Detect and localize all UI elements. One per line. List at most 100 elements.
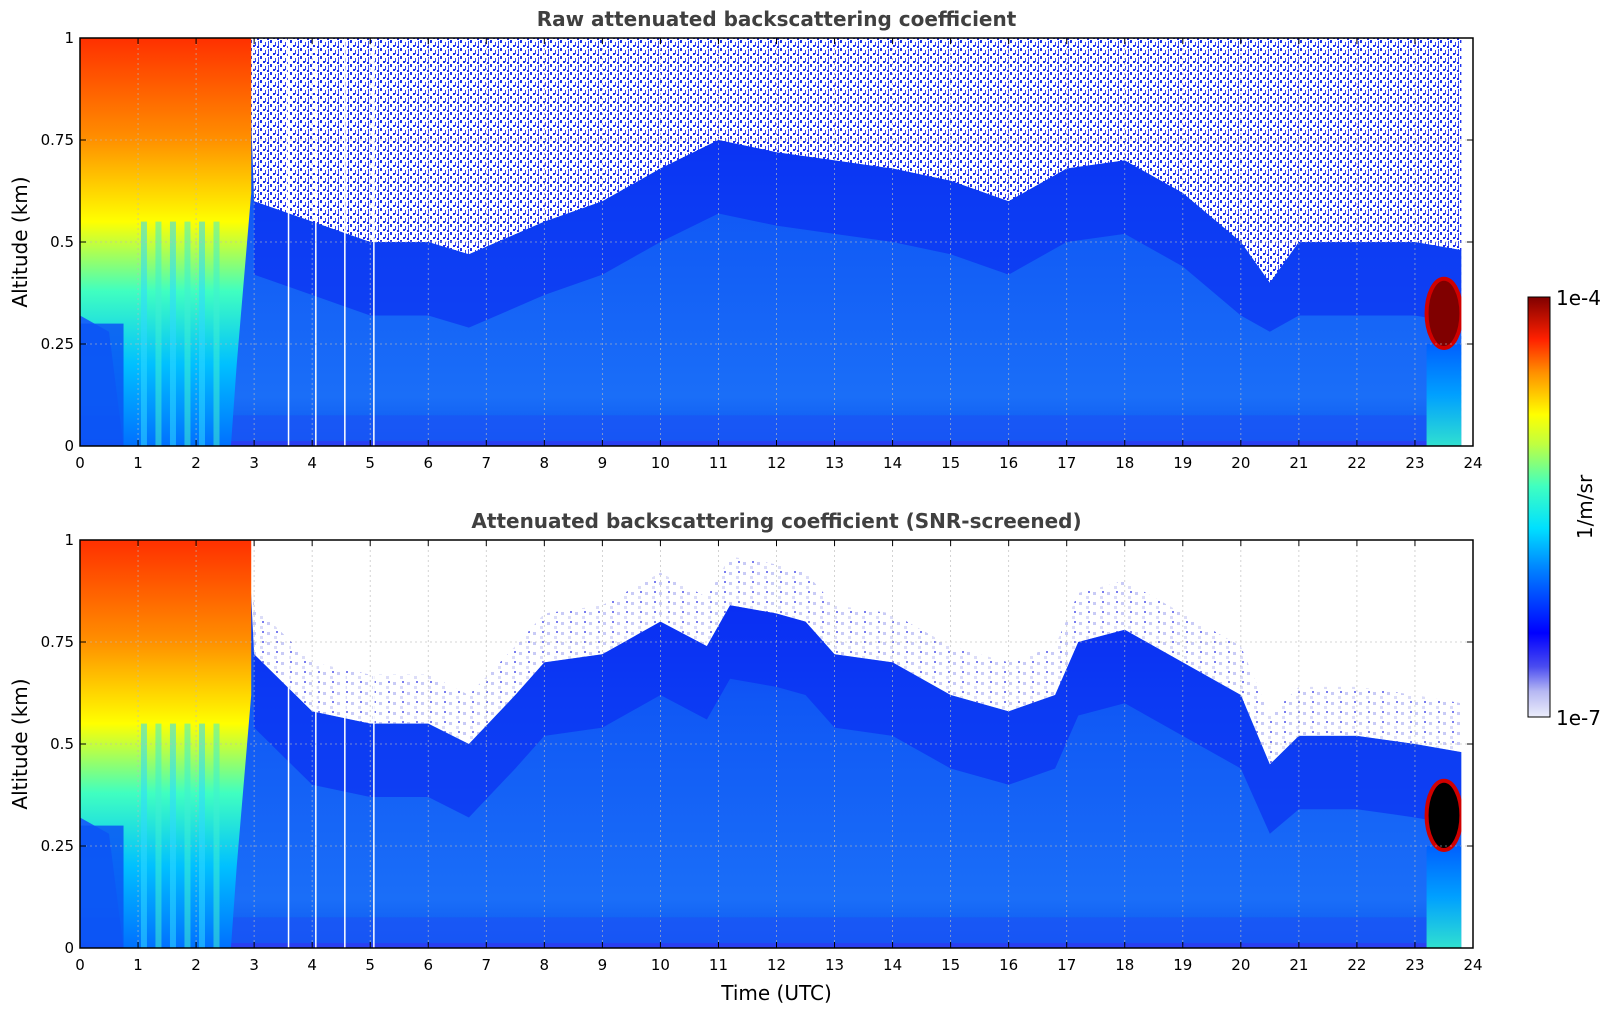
x-tick-label: 24 <box>1463 454 1482 472</box>
grid <box>80 38 1473 446</box>
x-tick-label: 10 <box>651 956 670 974</box>
y-axis-label: Altitude (km) <box>8 176 32 307</box>
missing-profile <box>373 540 375 948</box>
x-tick-label: 6 <box>423 454 433 472</box>
x-tick-label: 23 <box>1405 454 1424 472</box>
x-tick-label: 15 <box>941 454 960 472</box>
panel-screened: 0 1 2 3 4 5 6 7 8 9 10 11 12 13 14 15 16 17 18 19 20 21 22 23 24… <box>8 509 1483 1005</box>
x-tick-label: 11 <box>709 454 728 472</box>
rain-streak <box>140 221 147 446</box>
x-tick-label: 20 <box>1231 454 1250 472</box>
x-tick-label: 22 <box>1347 454 1366 472</box>
missing-profile <box>373 38 375 446</box>
y-tick-label: 1 <box>64 29 74 47</box>
x-tick-label: 13 <box>825 956 844 974</box>
x-tick-label: 0 <box>75 454 85 472</box>
rain-streak <box>184 723 191 948</box>
surface-band <box>80 917 1462 948</box>
surface-line <box>80 441 1462 446</box>
x-tick-label: 21 <box>1289 956 1308 974</box>
x-tick-label: 15 <box>941 956 960 974</box>
x-tick-label: 2 <box>191 454 201 472</box>
rain-streak <box>213 221 220 446</box>
x-tick-label: 4 <box>307 956 317 974</box>
dense-cloud-layer <box>1424 778 1464 853</box>
grid <box>80 540 1473 948</box>
rain-low-zone <box>80 825 124 948</box>
rain-streak <box>155 221 162 446</box>
rain-streak <box>198 221 205 446</box>
layer-top-band <box>254 140 1462 332</box>
layer-top-band <box>254 605 1462 834</box>
rain-streak <box>184 221 191 446</box>
x-tick-label: 18 <box>1115 454 1134 472</box>
dense-cloud-layer <box>1424 276 1464 350</box>
x-tick-label: 20 <box>1231 956 1250 974</box>
missing-profile <box>344 540 346 948</box>
rain-streak <box>155 723 162 948</box>
x-tick-label: 8 <box>540 956 550 974</box>
missing-profile <box>287 540 290 948</box>
x-tick-label: 16 <box>999 454 1018 472</box>
surface-line <box>80 943 1462 948</box>
x-tick-label: 0 <box>75 956 85 974</box>
x-tick-label: 16 <box>999 956 1018 974</box>
x-tick-label: 17 <box>1057 956 1076 974</box>
x-tick-label: 14 <box>883 956 902 974</box>
below-cloud-zone <box>1426 846 1462 948</box>
missing-profile <box>344 38 346 446</box>
y-tick-label: 0 <box>64 437 74 455</box>
x-tick-label: 6 <box>423 956 433 974</box>
x-tick-label: 18 <box>1115 956 1134 974</box>
rain-streak <box>169 221 176 446</box>
colorbar-max-label: 1e-4 <box>1556 286 1601 310</box>
surface-band <box>80 415 1462 446</box>
colorbar: 1e-4 1e-7 1/m/sr <box>1527 286 1601 730</box>
x-tick-label: 3 <box>249 454 259 472</box>
colorbar-gradient <box>1527 296 1551 718</box>
x-tick-label: 12 <box>767 454 786 472</box>
x-tick-label: 1 <box>133 956 143 974</box>
x-tick-label: 4 <box>307 454 317 472</box>
y-tick-label: 0.25 <box>41 837 74 855</box>
y-tick-label: 0 <box>64 939 74 957</box>
x-tick-label: 1 <box>133 454 143 472</box>
panel-raw: 0 1 2 3 4 5 6 7 8 9 10 11 12 13 14 15 16 17 18 19 20 21 22 23 24… <box>8 7 1483 472</box>
rain-streak <box>140 723 147 948</box>
y-tick-label: 1 <box>64 531 74 549</box>
x-axis-label: Time (UTC) <box>720 981 832 1005</box>
x-tick-label: 21 <box>1289 454 1308 472</box>
x-tick-label: 22 <box>1347 956 1366 974</box>
x-tick-label: 13 <box>825 454 844 472</box>
x-tick-label: 3 <box>249 956 259 974</box>
below-cloud-zone <box>1426 344 1462 446</box>
x-tick-label: 7 <box>482 454 492 472</box>
x-tick-label: 23 <box>1405 956 1424 974</box>
x-tick-label: 14 <box>883 454 902 472</box>
x-tick-label: 12 <box>767 956 786 974</box>
rain-low-zone <box>80 323 124 446</box>
x-tick-label: 2 <box>191 956 201 974</box>
y-axis-label: Altitude (km) <box>8 678 32 809</box>
y-tick-label: 0.5 <box>50 735 74 753</box>
rain-streak <box>198 723 205 948</box>
x-tick-label: 9 <box>598 454 608 472</box>
x-tick-label: 5 <box>365 956 375 974</box>
y-tick-label: 0.75 <box>41 633 74 651</box>
colorbar-min-label: 1e-7 <box>1556 706 1601 730</box>
x-tick-label: 7 <box>482 956 492 974</box>
rain-streak <box>169 723 176 948</box>
x-tick-label: 5 <box>365 454 375 472</box>
missing-profile <box>287 38 290 446</box>
colorbar-unit-label: 1/m/sr <box>1573 474 1597 539</box>
y-tick-label: 0.5 <box>50 233 74 251</box>
x-tick-label: 19 <box>1173 956 1192 974</box>
x-tick-label: 19 <box>1173 454 1192 472</box>
x-tick-label: 9 <box>598 956 608 974</box>
x-tick-label: 11 <box>709 956 728 974</box>
y-tick-label: 0.25 <box>41 335 74 353</box>
x-tick-label: 17 <box>1057 454 1076 472</box>
y-tick-label: 0.75 <box>41 131 74 149</box>
x-tick-label: 8 <box>540 454 550 472</box>
